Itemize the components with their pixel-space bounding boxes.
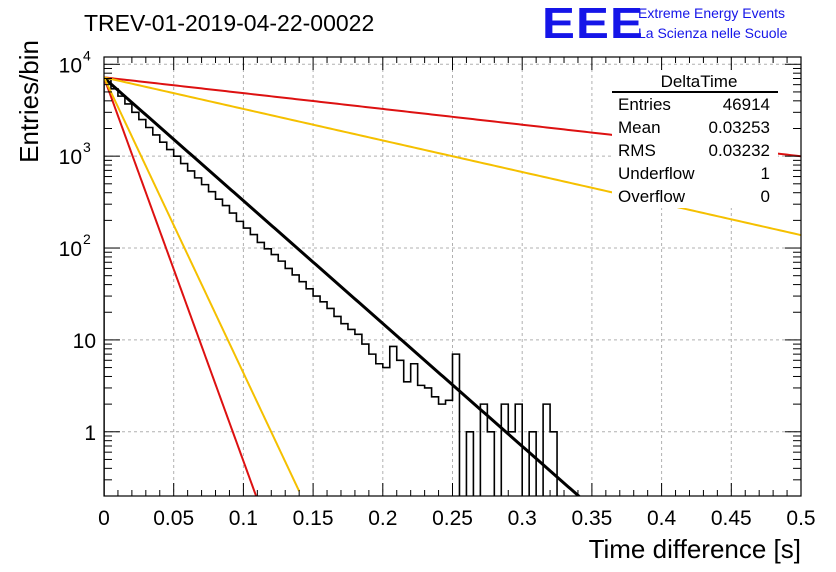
logo-line-1: Extreme Energy Events (638, 5, 786, 21)
y-tick-base: 10 (59, 146, 82, 169)
y-tick-exponent: 4 (83, 47, 91, 63)
x-tick-label: 0.15 (293, 507, 334, 530)
stats-label: Underflow (618, 164, 695, 183)
stats-value: 1 (761, 164, 770, 183)
y-tick-base: 10 (59, 238, 82, 261)
y-tick-label: 10 4 (59, 47, 91, 77)
stats-label: Mean (618, 118, 661, 137)
x-tick-label: 0.4 (647, 507, 677, 530)
x-tick-label: 0.2 (368, 507, 397, 530)
plot-title: TREV-01-2019-04-22-00022 (84, 10, 375, 36)
stats-value: 0.03232 (709, 141, 770, 160)
stats-title: DeltaTime (661, 72, 738, 91)
stats-label: Overflow (618, 187, 686, 206)
series-line-0 (104, 76, 581, 496)
y-tick-label: 10 (73, 330, 96, 353)
x-tick-label: 0.35 (571, 507, 612, 530)
series-line-2 (104, 76, 801, 237)
series-line-4 (104, 76, 301, 492)
x-tick-label: 0.25 (432, 507, 473, 530)
series-line-3 (104, 77, 258, 496)
y-tick-label: 10 2 (59, 231, 91, 261)
x-tick-label: 0.45 (711, 507, 752, 530)
eee-logo-mark: EEE (542, 0, 644, 48)
y-tick-exponent: 3 (83, 139, 91, 155)
x-tick-label: 0 (98, 507, 110, 530)
y-tick-base: 10 (59, 54, 82, 77)
logo-line-2: La Scienza nelle Scuole (638, 25, 788, 41)
stats-value: 0.03253 (709, 118, 770, 137)
stats-box: DeltaTime Entries 46914 Mean 0.03253 RMS 0.032… (612, 70, 778, 208)
stats-label: Entries (618, 95, 671, 114)
y-tick-text: 1 (84, 422, 96, 445)
x-axis-label: Time difference [s] (589, 534, 801, 564)
x-tick-label: 0.5 (786, 507, 815, 530)
y-tick-label: 10 3 (59, 139, 91, 169)
x-tick-label: 0.3 (508, 507, 537, 530)
y-tick-label: 1 (84, 422, 96, 445)
histogram (104, 78, 558, 496)
stats-value: 0 (761, 187, 770, 206)
x-tick-label: 0.1 (229, 507, 258, 530)
y-axis-label: Entries/bin (14, 40, 44, 163)
y-tick-text: 10 (73, 330, 96, 353)
stats-value: 46914 (723, 95, 770, 114)
x-tick-label: 0.05 (153, 507, 194, 530)
y-tick-exponent: 2 (83, 231, 91, 247)
axes: 0 0.05 0.1 0.15 0.2 0.25 0.3 0.35 0.4 0.45 0.51101… (14, 40, 816, 564)
data-area (104, 76, 801, 496)
stats-label: RMS (618, 141, 656, 160)
